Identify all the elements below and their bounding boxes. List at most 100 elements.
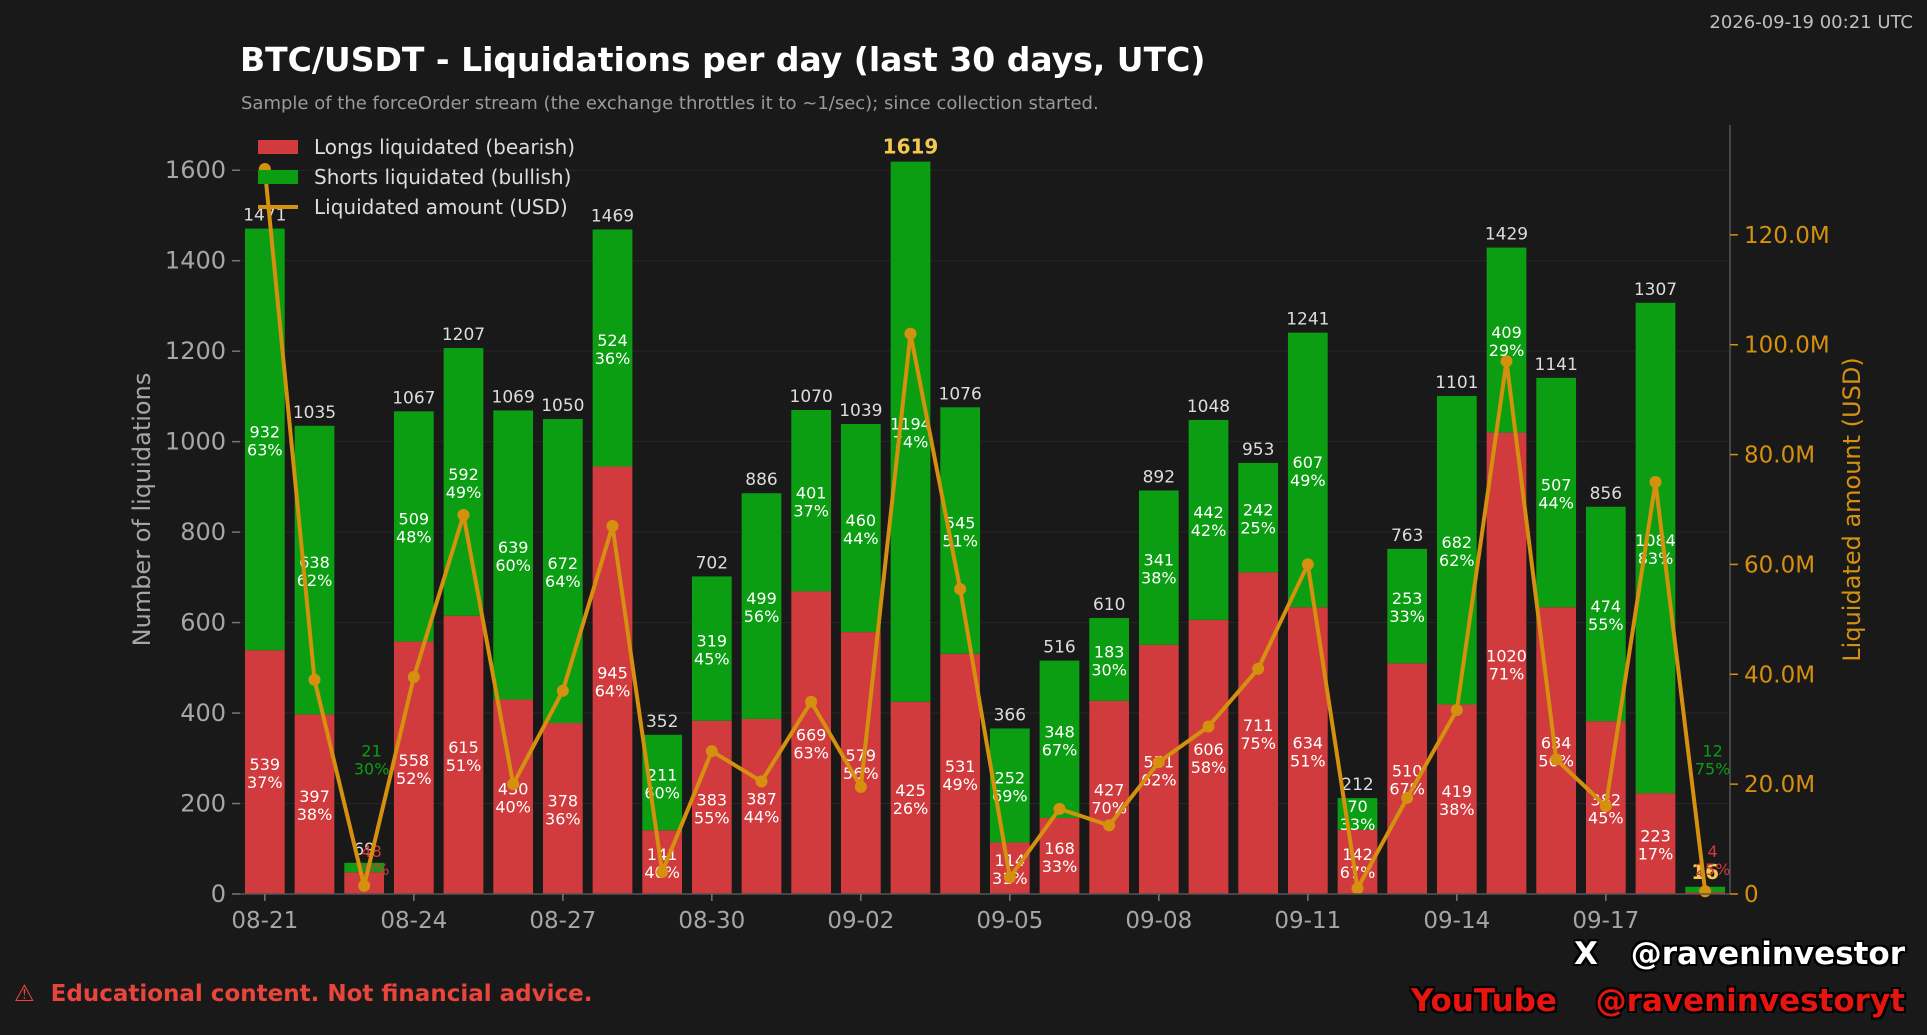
y-tick-label: 200 (180, 790, 226, 818)
bar-labels: 147153937%93263%103539738%63862%694870%2… (243, 135, 1730, 889)
y-tick-label: 0 (211, 880, 226, 908)
amount-point (1351, 882, 1364, 895)
total-label: 953 (1242, 440, 1274, 460)
amount-point (805, 695, 818, 708)
shorts-count-label: 460 (846, 511, 877, 530)
total-label: 892 (1143, 468, 1175, 488)
shorts-pct-label: 44% (1538, 494, 1574, 513)
shorts-count-label: 592 (448, 465, 479, 484)
x-social-link[interactable]: X @raveninvestor (1574, 936, 1905, 972)
shorts-pct-label: 75% (1695, 759, 1731, 778)
shorts-bar (1635, 302, 1676, 794)
longs-count-label: 427 (1094, 780, 1125, 799)
shorts-bar (1436, 395, 1477, 705)
longs-bar (1387, 663, 1428, 894)
y2-tick-label: 60.0M (1744, 552, 1815, 578)
total-label: 1619 (883, 135, 939, 159)
total-label: 610 (1093, 595, 1125, 615)
longs-bar (1188, 619, 1229, 894)
longs-count-label: 531 (945, 757, 976, 776)
longs-pct-label: 51% (446, 756, 482, 775)
total-label: 1101 (1435, 373, 1478, 393)
x-handle: @raveninvestor (1630, 936, 1905, 972)
y2-tick-label: 100.0M (1744, 333, 1830, 359)
shorts-pct-label: 38% (1141, 569, 1177, 588)
shorts-pct-label: 49% (1290, 471, 1326, 490)
y2-tick-label: 120.0M (1744, 223, 1830, 249)
amount-point (755, 775, 768, 788)
x-tick-label: 09-14 (1423, 908, 1490, 934)
shorts-count-label: 932 (250, 422, 281, 441)
longs-bar (493, 699, 534, 894)
shorts-count-label: 409 (1491, 323, 1522, 342)
longs-pct-label: 38% (1439, 800, 1475, 819)
y-tick-label: 1600 (165, 156, 226, 184)
longs-count-label: 397 (299, 787, 330, 806)
shorts-pct-label: 36% (595, 349, 631, 368)
longs-count-label: 387 (746, 789, 777, 808)
shorts-count-label: 348 (1044, 722, 1075, 741)
x-tick-label: 08-30 (678, 908, 745, 934)
amount-point (1401, 791, 1414, 804)
shorts-count-label: 474 (1591, 597, 1622, 616)
amount-point (507, 778, 520, 791)
longs-bar (890, 701, 931, 894)
longs-pct-label: 55% (694, 808, 730, 827)
x-tick-label: 09-05 (976, 908, 1043, 934)
total-label: 1069 (492, 387, 535, 407)
amount-point (1301, 558, 1314, 571)
amount-point (1252, 662, 1265, 675)
shorts-pct-label: 45% (694, 650, 730, 669)
shorts-pct-label: 67% (1042, 740, 1078, 759)
total-label: 1070 (790, 387, 833, 407)
shorts-pct-label: 33% (1389, 607, 1425, 626)
longs-pct-label: 38% (297, 805, 333, 824)
longs-pct-label: 44% (744, 807, 780, 826)
longs-bar (443, 615, 484, 894)
x-icon: X (1574, 936, 1598, 972)
y-axis-title: Number of liquidations (128, 373, 156, 647)
total-label: 366 (994, 705, 1026, 725)
axes: 0 200 400 600 800 1000 1200 1400 1600 Number of l… (128, 125, 1866, 934)
shorts-bar (691, 576, 732, 721)
shorts-pct-label: 49% (446, 483, 482, 502)
total-label: 1035 (293, 403, 336, 423)
shorts-count-label: 211 (647, 765, 678, 784)
shorts-count-label: 507 (1541, 476, 1572, 495)
y-tick-label: 600 (180, 609, 226, 637)
longs-pct-label: 75% (1240, 734, 1276, 753)
amount-point (1103, 819, 1116, 832)
total-label: 212 (1341, 775, 1373, 795)
total-label: 702 (696, 553, 728, 573)
amount-point (1599, 800, 1612, 813)
shorts-bar (791, 409, 832, 592)
y2-tick-label: 0 (1744, 882, 1759, 908)
shorts-pct-label: 42% (1191, 521, 1227, 540)
amount-point (1202, 720, 1215, 733)
amount-point (904, 327, 917, 340)
x-tick-label: 08-21 (231, 908, 298, 934)
warning-icon: ⚠ (14, 981, 35, 1007)
shorts-pct-label: 55% (1588, 615, 1624, 634)
longs-count-label: 142 (1342, 845, 1373, 864)
amount-point (606, 519, 619, 532)
longs-pct-label: 26% (893, 799, 929, 818)
total-label: 1048 (1187, 397, 1230, 417)
shorts-pct-label: 62% (297, 571, 333, 590)
amount-line (258, 162, 1712, 898)
longs-bar (542, 723, 583, 894)
amount-point (954, 583, 967, 596)
legend-swatch-longs (258, 140, 298, 154)
total-label: 886 (745, 470, 777, 490)
shorts-count-label: 401 (796, 484, 827, 503)
total-label: 1307 (1634, 280, 1677, 300)
shorts-pct-label: 25% (1240, 519, 1276, 538)
shorts-bar (1536, 377, 1577, 608)
total-label: 1076 (939, 384, 982, 404)
total-label: 1141 (1535, 355, 1578, 375)
youtube-social-link[interactable]: YouTube @raveninvestoryt (1411, 983, 1905, 1019)
amount-point (407, 671, 420, 684)
y-tick-label: 1000 (165, 428, 226, 456)
longs-bar (791, 591, 832, 894)
longs-count-label: 383 (697, 790, 728, 809)
